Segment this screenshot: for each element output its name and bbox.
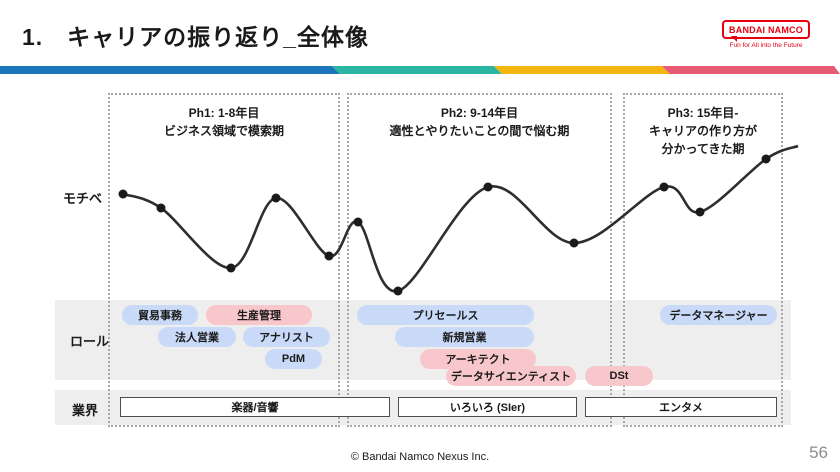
phase-title-line: Ph1: 1-8年目 [188,106,260,120]
page-number: 56 [809,443,828,462]
phase-title-line: Ph3: 15年目- [667,106,739,120]
motivation-axis-label: モチベ [63,191,103,206]
role-pill: 生産管理 [206,305,312,325]
phase-title-line: 分かってきた期 [661,142,745,156]
role-pill: アナリスト [243,327,330,347]
role-pill: PdM [265,349,322,369]
role-pill: 貿易事務 [122,305,198,325]
divider-bar [0,66,840,74]
divider-segment [494,66,670,74]
role-axis-label: ロール [70,334,110,349]
phase-title-line: キャリアの作り方が [648,124,757,138]
role-pill: 新規営業 [395,327,534,347]
divider-segment [332,66,502,74]
role-pill: データマネージャー [660,305,777,325]
industry-axis-label: 業界 [72,403,99,418]
phase-title-line: ビジネス領域で模索期 [163,124,284,138]
logo-text: BANDAI NAMCO [729,25,803,35]
footer-copyright: © Bandai Namco Nexus Inc. [350,451,490,463]
logo-tagline: Fun for All into the Future [729,42,803,49]
role-pill: アーキテクト [420,349,536,369]
phase-title-line: Ph2: 9-14年目 [440,106,519,120]
role-pill: データサイエンティスト [446,366,576,386]
industry-box: 楽器/音響 [120,397,390,417]
logo-speech-bubble: BANDAI NAMCO [722,20,810,42]
page-title: 1. キャリアの振り返り_全体像 [22,24,369,50]
industry-box: いろいろ (SIer) [398,397,577,417]
role-pill: プリセールス [357,305,534,325]
role-pill: 法人営業 [158,327,236,347]
bandai-namco-logo: BANDAI NAMCO Fun for All into the Future [718,20,814,49]
divider-segment [0,66,340,74]
phase-title-line: 適性とやりたいことの間で悩む期 [389,124,570,138]
logo-bubble-tail-icon [731,36,738,42]
role-pill: DSt [585,366,653,386]
divider-segment [662,66,840,74]
phase-box-1: Ph1: 1-8年目ビジネス領域で模索期 [108,93,340,427]
industry-box: エンタメ [585,397,777,417]
